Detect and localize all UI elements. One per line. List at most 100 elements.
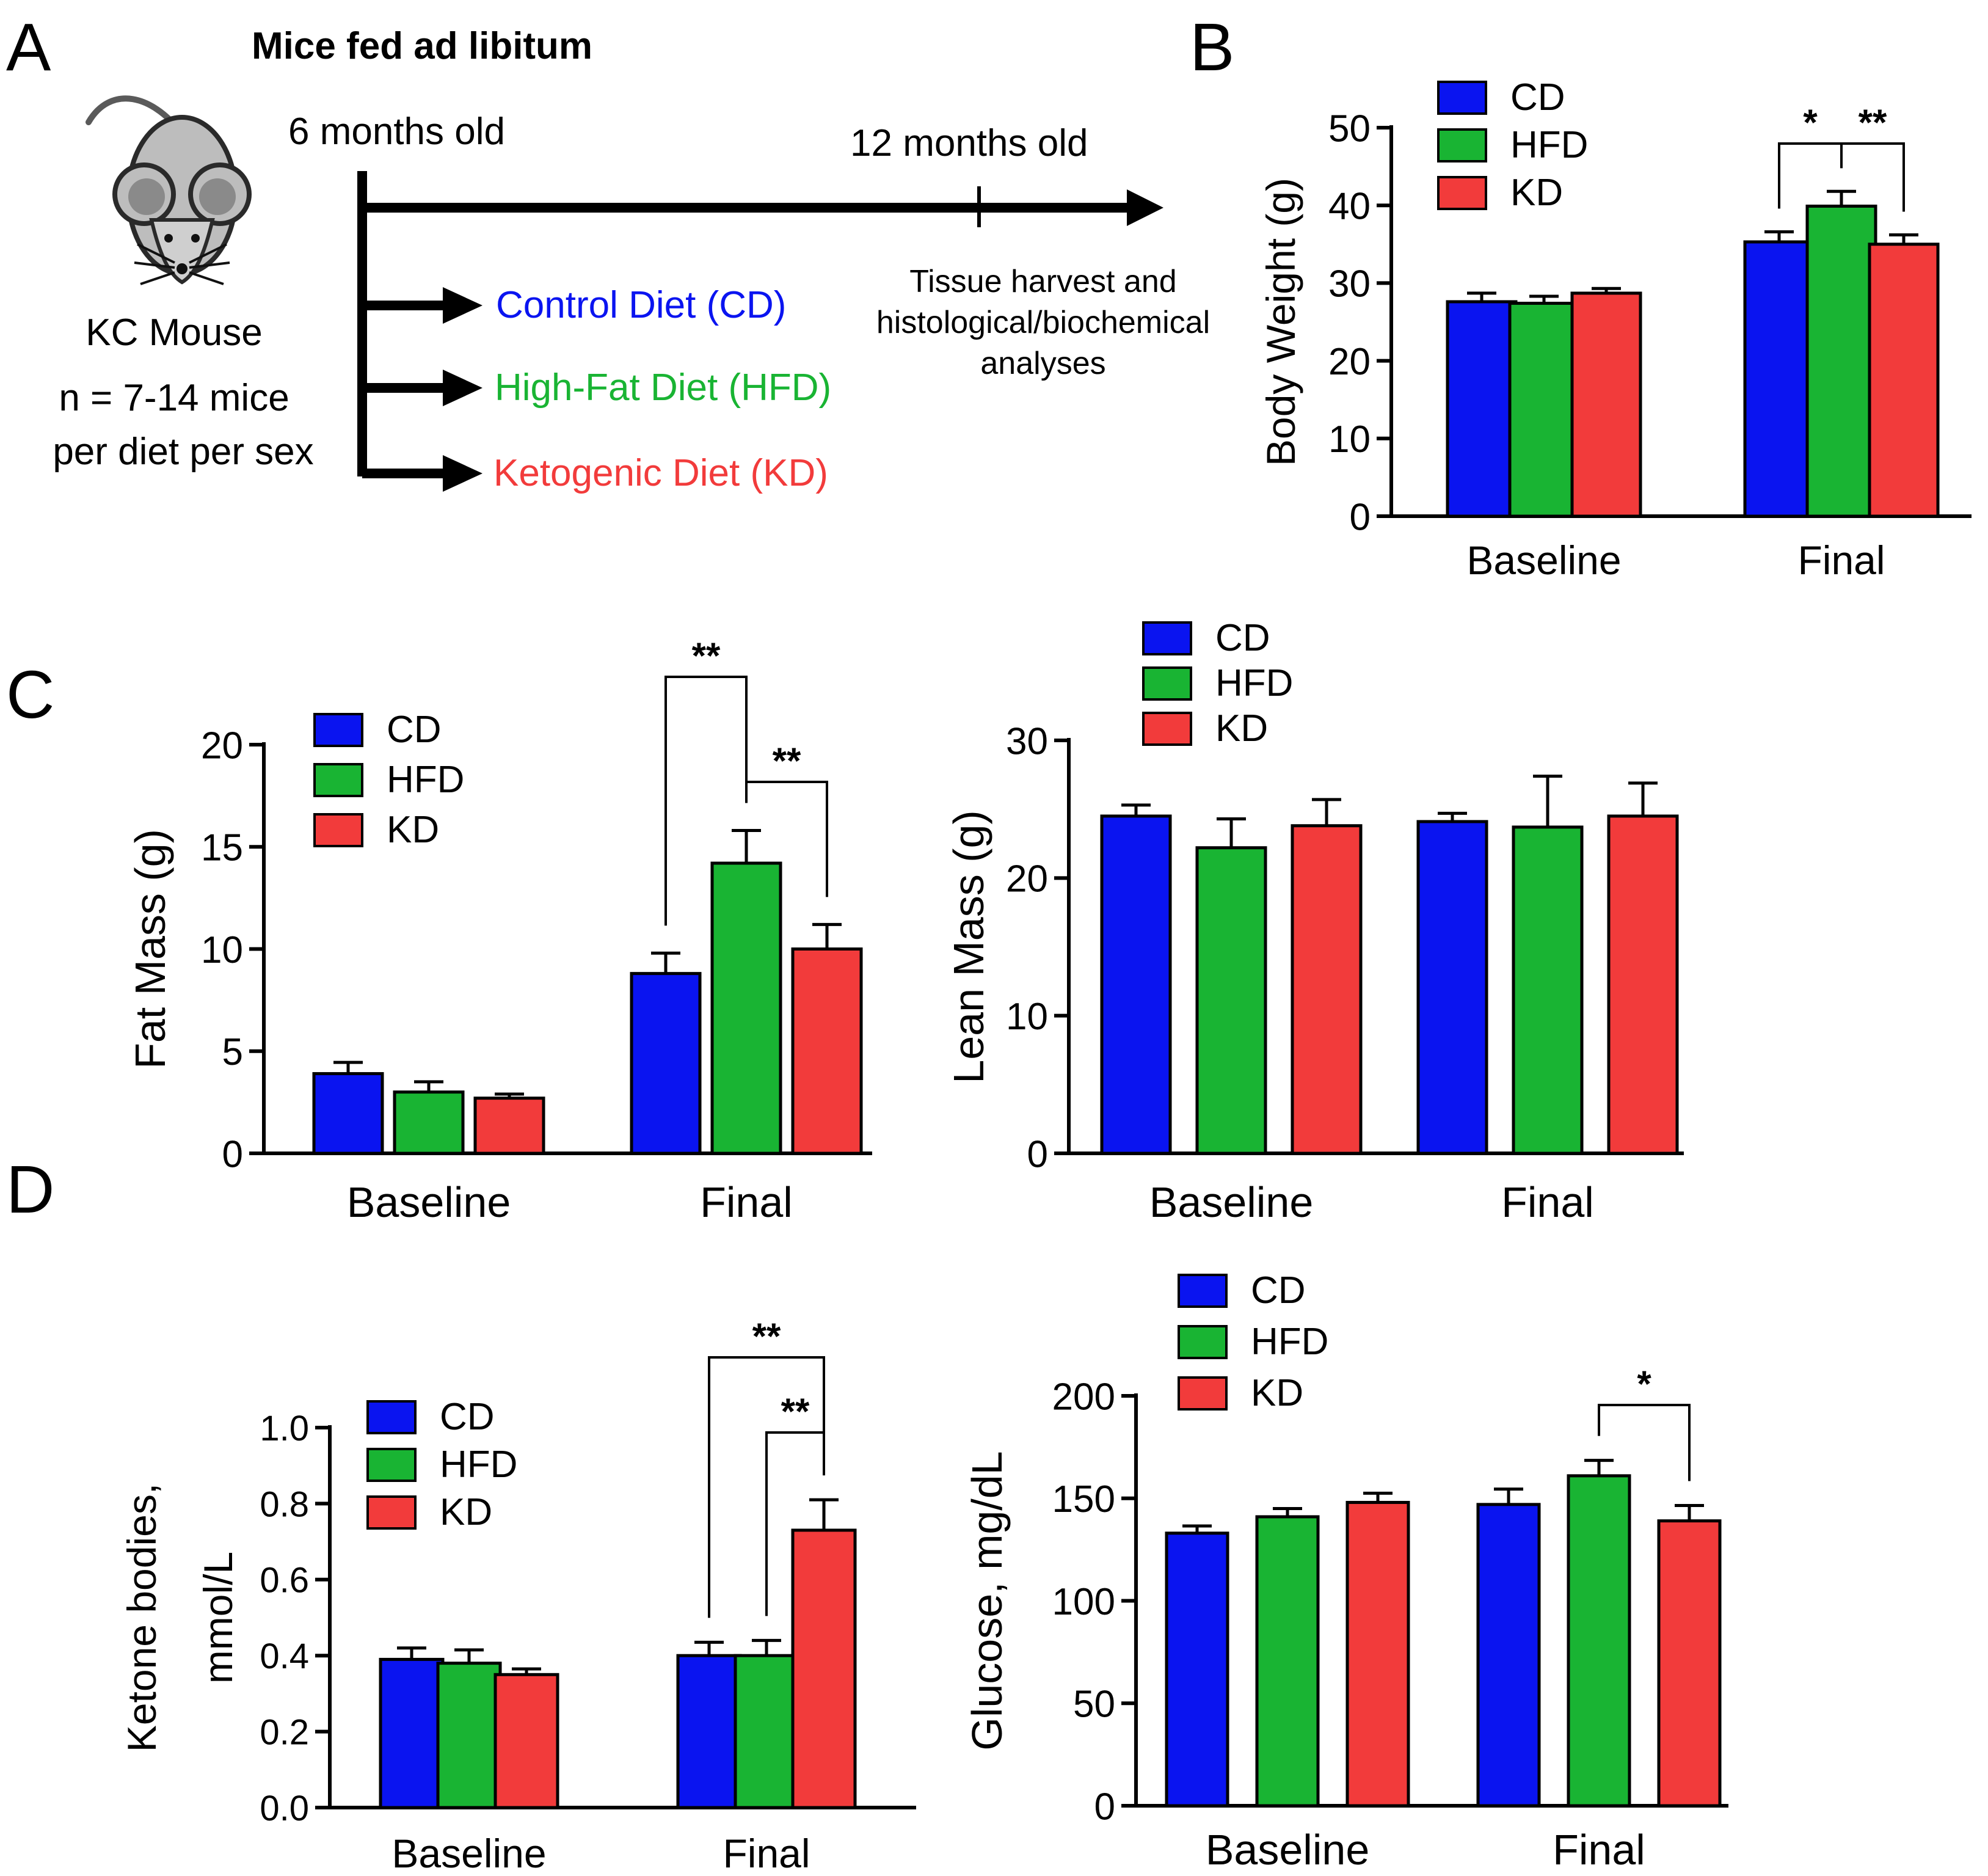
significance-stars: ** [752,1316,781,1357]
bar-kd [1291,824,1363,1155]
legend-swatch-kd [1437,176,1487,210]
y-tick-label: 100 [1052,1581,1115,1623]
significance-stars: ** [692,635,721,676]
y-tick-label: 20 [201,724,243,767]
harvest-text-line3: analyses [980,346,1105,381]
legend-swatch-kd [1178,1376,1228,1411]
bar-hfd [1255,1515,1320,1808]
legend-label-kd: KD [1510,172,1563,214]
y-tick-label: 0 [222,1133,243,1175]
sample-size-line2: per diet per sex [53,431,313,473]
y-tick-label: 0.6 [260,1561,309,1600]
legend-label-hfd: HFD [440,1443,517,1486]
bar-cd [630,972,702,1155]
significance-stars: * [1803,102,1818,143]
bar-hfd [1567,1474,1631,1808]
diet-arrow-kd-head [443,455,482,492]
legend-swatch-kd [366,1495,417,1530]
significance-stars: ** [781,1391,810,1432]
sample-size-line1: n = 7-14 mice [59,377,289,419]
legend-label-cd: CD [440,1396,495,1438]
bar-cd [1416,820,1488,1155]
legend-swatch-kd [1142,712,1192,746]
legend-swatch-cd [1142,621,1192,655]
y-tick-label: 0.8 [260,1484,309,1524]
x-category-label: Final [723,1831,810,1876]
bar-hfd [1805,204,1877,518]
legend-swatch-cd [366,1400,417,1434]
bar-cd [1100,814,1172,1155]
y-tick-label: 0.0 [260,1789,309,1828]
y-tick-label: 50 [1073,1684,1115,1726]
x-category-label: Baseline [391,1831,546,1876]
significance-bracket [1778,142,1843,209]
bar-cd [1446,300,1518,518]
ketone-bodies-chart: 0.0 0.2 0.4 0.6 0.8 1.0 Ketone bodies, mmol/L Ba… [119,1316,916,1876]
x-category-label: Baseline [1206,1826,1370,1874]
x-category-label: Final [1553,1826,1645,1874]
significance-bracket [765,1431,825,1616]
x-category-label: Final [1797,538,1885,583]
schematic-header: Mice fed ad libitum [252,25,592,67]
panel-letter-a: A [6,10,51,85]
y-tick-label: 30 [1006,720,1048,762]
y-tick-label: 200 [1052,1376,1115,1418]
bar-hfd [393,1090,465,1155]
schematic-panel: Mice fed ad libitum 6 months old 12 mont… [53,25,1210,494]
bar-cd [379,1657,445,1809]
start-age-label: 6 months old [288,111,505,153]
legend-label-hfd: HFD [387,759,464,801]
harvest-text-line2: histological/biochemical [876,305,1210,340]
legend-swatch-hfd [1142,666,1192,701]
glucose-chart: 0 50 100 150 200 Glucose, mg/dL Baseline Final *… [963,1269,1728,1874]
bar-hfd [1508,301,1580,518]
diet-label-hfd: High-Fat Diet (HFD) [495,367,831,409]
y-axis-label: Fat Mass (g) [126,829,174,1069]
y-axis-label: Lean Mass (g) [945,810,992,1083]
y-tick-label: 30 [1328,263,1371,305]
y-axis-label: Body Weight (g) [1258,178,1303,466]
legend-label-hfd: HFD [1251,1321,1328,1363]
legend-label-kd: KD [440,1491,492,1533]
significance-bracket [745,781,828,897]
panel-letter-b: B [1190,10,1234,85]
y-axis-label: mmol/L [195,1552,241,1684]
diet-label-cd: Control Diet (CD) [496,284,786,326]
x-category-label: Baseline [347,1178,511,1226]
bar-kd [1607,814,1679,1155]
y-tick-label: 1.0 [260,1409,309,1448]
bar-hfd [1512,825,1584,1155]
y-tick-label: 0.4 [260,1637,309,1676]
y-axis-label: Ketone bodies, [119,1483,164,1752]
diet-label-kd: Ketogenic Diet (KD) [493,452,828,494]
x-category-label: Final [1501,1178,1594,1226]
bar-hfd [1195,846,1267,1155]
legend-swatch-hfd [366,1448,417,1482]
y-tick-label: 5 [222,1031,243,1073]
legend-label-cd: CD [1215,617,1270,659]
mouse-label: KC Mouse [86,312,262,354]
significance-bracket [664,676,748,926]
panel-letter-c: C [6,657,54,732]
significance-bracket [1840,142,1905,212]
body-weight-chart: 0 10 20 30 40 50 Body Weight (g) Baseline Final *… [1258,76,1972,583]
y-tick-label: 0.2 [260,1712,309,1752]
legend-swatch-hfd [313,763,363,797]
y-axis-label: Glucose, mg/dL [963,1451,1011,1750]
legend-label-cd: CD [1510,76,1565,119]
fat-mass-chart: 0 5 10 15 20 Fat Mass (g) Baseline Final ** ** CD H… [126,635,872,1226]
bar-cd [312,1072,384,1155]
legend-label-hfd: HFD [1510,124,1588,166]
legend-label-kd: KD [1215,707,1268,750]
y-tick-label: 0 [1350,496,1371,538]
panel-letter-d: D [6,1152,54,1227]
bar-hfd [710,861,782,1155]
legend-swatch-cd [1437,81,1487,115]
legend-label-cd: CD [387,709,442,751]
y-tick-label: 15 [201,827,243,869]
diet-arrow-cd-head [443,287,482,324]
significance-stars: * [1637,1363,1651,1404]
